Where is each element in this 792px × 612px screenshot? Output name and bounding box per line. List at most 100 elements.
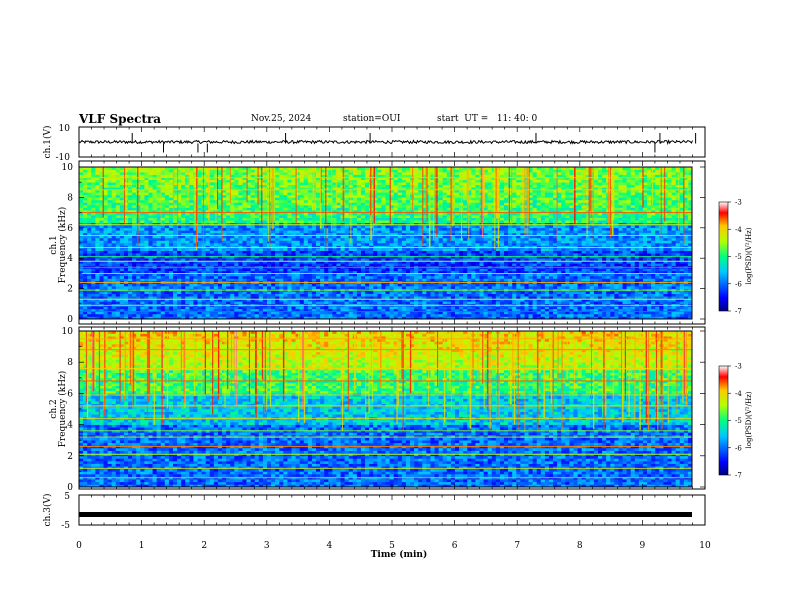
spectrogram-cell xyxy=(217,313,223,317)
spectrogram-cell xyxy=(287,301,292,305)
spectrogram-cell xyxy=(324,316,329,320)
spectrogram-cell xyxy=(630,278,636,282)
spectrogram-cell xyxy=(340,311,345,315)
spectrogram-cell xyxy=(553,273,558,277)
spectrogram-cell xyxy=(385,237,390,241)
ch1-spectrogram-image xyxy=(79,167,693,320)
spectrogram-cell xyxy=(152,301,157,305)
spectrogram-cell xyxy=(659,270,664,274)
spectrogram-cell xyxy=(499,301,505,305)
spectrogram-cell xyxy=(442,253,448,256)
spectrogram-cell xyxy=(230,308,235,312)
spectrogram-cell xyxy=(172,243,178,246)
spectrogram-cell xyxy=(463,293,468,297)
spectrogram-cell xyxy=(630,273,636,277)
spectrogram-cell xyxy=(655,237,660,241)
spectrogram-cell xyxy=(544,286,550,289)
spectrogram-cell xyxy=(638,273,644,277)
spectrogram-cell xyxy=(234,275,239,279)
spectrogram-cell xyxy=(528,301,533,305)
spectrogram-cell xyxy=(483,260,488,264)
spectrogram-cell xyxy=(360,270,366,274)
spectrogram-cell xyxy=(111,301,117,305)
spectrogram-cell xyxy=(360,275,366,279)
spectrogram-cell xyxy=(475,283,480,287)
spectrogram-cell xyxy=(291,235,296,239)
spectrogram-cell xyxy=(271,278,276,282)
spectrogram-cell xyxy=(422,263,427,267)
spectrogram-cell xyxy=(512,278,517,282)
spectrogram-cell xyxy=(299,278,305,282)
spectrogram-cell xyxy=(299,283,305,287)
spectrogram-cell xyxy=(324,273,329,277)
spectrogram-cell xyxy=(295,291,300,294)
spectrogram-cell xyxy=(430,253,435,256)
spectrogram-cell xyxy=(405,237,411,241)
spectrogram-cell xyxy=(573,301,578,305)
spectrogram-cell xyxy=(401,291,407,294)
spectrogram-cell xyxy=(491,260,497,264)
spectrogram-cell xyxy=(320,243,325,246)
spectrogram-cell xyxy=(87,311,92,315)
spectrogram-cell xyxy=(193,270,198,274)
spectrogram-cell xyxy=(213,306,219,310)
spectrogram-cell xyxy=(156,296,162,300)
spectrogram-cell xyxy=(185,263,190,267)
spectrogram-cell xyxy=(238,240,243,244)
spectrogram-cell xyxy=(614,308,619,312)
spectrogram-cell xyxy=(254,306,260,310)
spectrogram-cell xyxy=(266,243,272,246)
spectrogram-cell xyxy=(410,248,415,251)
spectrogram-cell xyxy=(647,275,652,279)
spectrogram-cell xyxy=(316,278,321,282)
spectrogram-cell xyxy=(111,250,117,254)
spectrogram-cell xyxy=(663,270,668,274)
spectrogram-cell xyxy=(369,258,374,262)
spectrogram-cell xyxy=(160,293,166,297)
spectrogram-cell xyxy=(152,311,157,315)
spectrogram-cell xyxy=(512,240,517,244)
spectrogram-cell xyxy=(663,316,668,320)
spectrogram-cell xyxy=(234,291,239,294)
spectrogram-cell xyxy=(557,313,562,317)
spectrogram-cell xyxy=(344,258,350,262)
spectrogram-cell xyxy=(160,243,166,246)
spectrogram-cell xyxy=(389,237,394,241)
spectrogram-cell xyxy=(516,291,521,294)
spectrogram-cell xyxy=(303,301,309,305)
spectrogram-cell xyxy=(459,286,464,289)
spectrogram-cell xyxy=(311,286,317,289)
spectrogram-cell xyxy=(230,245,235,249)
spectrogram-cell xyxy=(491,240,497,244)
spectrogram-cell xyxy=(622,268,627,272)
spectrogram-cell xyxy=(687,286,693,289)
spectrogram-cell xyxy=(602,291,607,294)
spectrogram-cell xyxy=(213,275,219,279)
spectrogram-cell xyxy=(602,258,607,262)
spectrogram-cell xyxy=(226,253,231,256)
spectrogram-cell xyxy=(626,243,631,246)
spectrogram-cell xyxy=(242,291,247,294)
spectrogram-cell xyxy=(365,237,370,241)
spectrogram-cell xyxy=(307,283,313,287)
spectrogram-cell xyxy=(467,316,472,320)
spectrogram-cell xyxy=(172,273,178,277)
spectrogram-cell xyxy=(295,308,300,312)
spectrogram-cell xyxy=(487,240,493,244)
spectrogram-cell xyxy=(307,243,313,246)
spectrogram-cell xyxy=(544,270,550,274)
spectrogram-cell xyxy=(540,301,546,305)
spectrogram-cell xyxy=(119,296,125,300)
spectrogram-cell xyxy=(438,275,444,279)
spectrogram-cell xyxy=(307,293,313,297)
spectrogram-cell xyxy=(614,316,619,320)
spectrogram-cell xyxy=(344,270,350,274)
spectrogram-cell xyxy=(524,291,529,294)
spectrogram-cell xyxy=(393,248,399,251)
spectrogram-cell xyxy=(430,301,435,305)
spectrogram-cell xyxy=(172,298,178,302)
spectrogram-cell xyxy=(222,293,227,297)
spectrogram-cell xyxy=(307,258,313,262)
spectrogram-cell xyxy=(95,258,100,262)
spectrogram-cell xyxy=(573,268,578,272)
